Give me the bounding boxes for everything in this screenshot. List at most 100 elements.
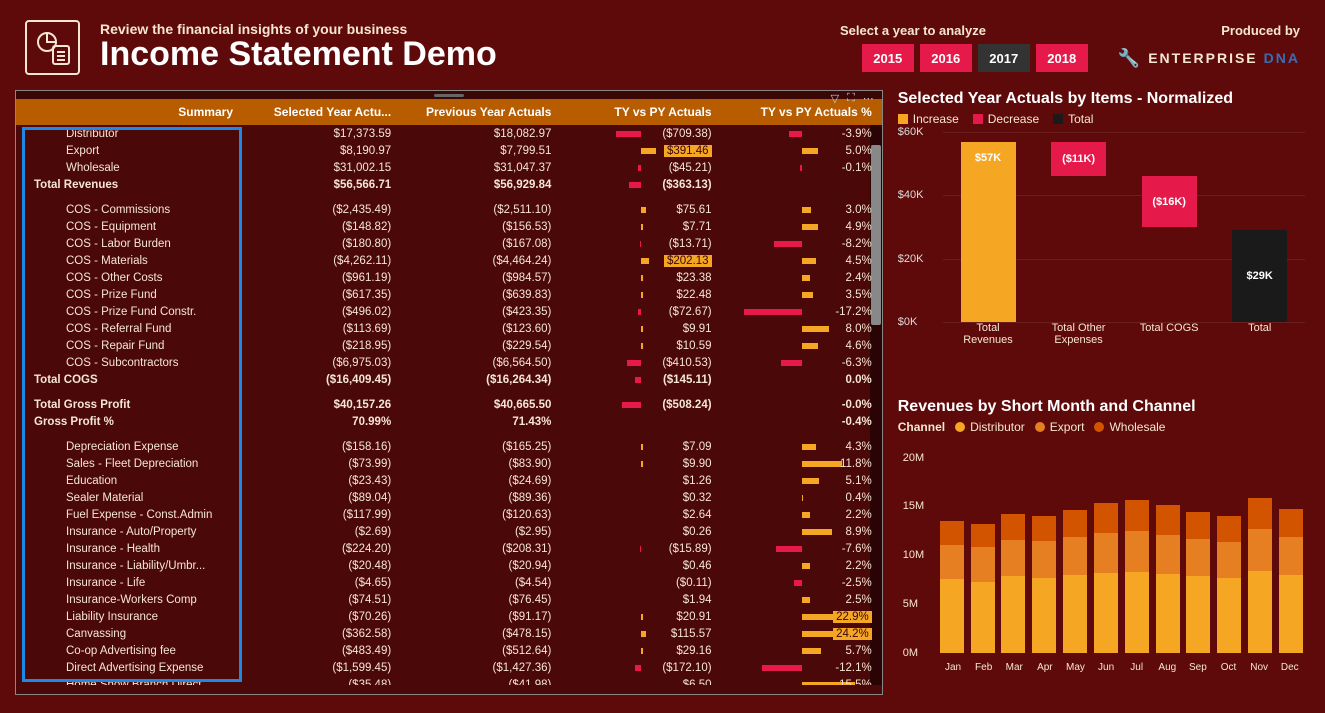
table-row[interactable]: Total Gross Profit$40,157.26$40,665.50($… xyxy=(16,396,882,413)
table-row[interactable]: COS - Referral Fund($113.69)($123.60)$9.… xyxy=(16,320,882,337)
th-py[interactable]: Previous Year Actuals xyxy=(401,105,561,119)
cell-pct: -8.2% xyxy=(722,238,882,250)
waterfall-chart[interactable]: $0K$20K$40K$60K$57K($11K)($16K)$29KTotal… xyxy=(898,132,1310,352)
cell-py: ($89.36) xyxy=(401,492,561,504)
cell-pct: 2.5% xyxy=(722,594,882,606)
table-row[interactable]: COS - Prize Fund Constr.($496.02)($423.3… xyxy=(16,303,882,320)
legend-item: Wholesale xyxy=(1094,420,1165,434)
table-row[interactable]: Distributor$17,373.59$18,082.97($709.38)… xyxy=(16,125,882,142)
cell-pct: 8.9% xyxy=(722,526,882,538)
table-row[interactable]: COS - Prize Fund($617.35)($639.83)$22.48… xyxy=(16,286,882,303)
wrench-icon: 🔧 xyxy=(1118,48,1142,69)
st-bar[interactable] xyxy=(1125,500,1149,652)
legend-item: Decrease xyxy=(973,112,1039,126)
brand: 🔧 ENTERPRISE DNA xyxy=(1118,48,1300,69)
cell-py: ($123.60) xyxy=(401,323,561,335)
wf-bar[interactable]: $29K xyxy=(1214,132,1305,322)
cell-pct: 3.0% xyxy=(722,204,882,216)
st-bar[interactable] xyxy=(1094,503,1118,652)
table-row[interactable]: Gross Profit %70.99%71.43%-0.4% xyxy=(16,413,882,430)
more-icon[interactable]: ⋯ xyxy=(863,92,874,105)
st-bar[interactable] xyxy=(1248,498,1272,653)
st-bar[interactable] xyxy=(1032,516,1056,652)
table-row[interactable]: COS - Repair Fund($218.95)($229.54)$10.5… xyxy=(16,337,882,354)
cell-sy: 70.99% xyxy=(241,416,401,428)
table-row[interactable]: Insurance - Life($4.65)($4.54)($0.11)-2.… xyxy=(16,574,882,591)
row-label: COS - Prize Fund xyxy=(16,289,241,301)
cell-sy: ($89.04) xyxy=(241,492,401,504)
filter-icon[interactable]: ▽ xyxy=(831,92,839,105)
stacked-chart[interactable]: 0M5M10M15M20MJanFebMarAprMayJunJulAugSep… xyxy=(898,438,1310,678)
stacked-legend: ChannelDistributorExportWholesale xyxy=(898,420,1310,434)
table-row[interactable]: Insurance-Workers Comp($74.51)($76.45)$1… xyxy=(16,591,882,608)
table-row[interactable]: Insurance - Liability/Umbr...($20.48)($2… xyxy=(16,557,882,574)
table-row[interactable]: Wholesale$31,002.15$31,047.37($45.21)-0.… xyxy=(16,159,882,176)
wf-ylabel: $0K xyxy=(898,316,918,328)
cell-pct: 4.5% xyxy=(722,255,882,267)
st-ylabel: 5M xyxy=(903,598,918,610)
cell-sy: $8,190.97 xyxy=(241,145,401,157)
table-row[interactable]: COS - Subcontractors($6,975.03)($6,564.5… xyxy=(16,354,882,371)
cell-py: $56,929.84 xyxy=(401,179,561,191)
cell-sy: ($218.95) xyxy=(241,340,401,352)
th-sy[interactable]: Selected Year Actu... xyxy=(241,105,401,119)
table-row[interactable]: Fuel Expense - Const.Admin($117.99)($120… xyxy=(16,506,882,523)
wf-bar[interactable]: ($11K) xyxy=(1033,132,1124,322)
table-row[interactable]: Sealer Material($89.04)($89.36)$0.320.4% xyxy=(16,489,882,506)
table-row[interactable]: Home Show Branch Direct...($35.48)($41.9… xyxy=(16,676,882,685)
st-bar[interactable] xyxy=(1001,514,1025,652)
focus-icon[interactable]: ⛶ xyxy=(847,92,855,105)
table-row[interactable]: Export$8,190.97$7,799.51$391.465.0% xyxy=(16,142,882,159)
st-bar[interactable] xyxy=(1217,516,1241,652)
wf-bar[interactable]: ($16K) xyxy=(1124,132,1215,322)
table-row[interactable]: Insurance - Auto/Property($2.69)($2.95)$… xyxy=(16,523,882,540)
cell-py: ($165.25) xyxy=(401,441,561,453)
st-xlabel: Feb xyxy=(968,662,999,673)
year-btn-2015[interactable]: 2015 xyxy=(862,44,914,72)
th-pct[interactable]: TY vs PY Actuals % xyxy=(722,105,882,119)
table-row[interactable]: Direct Advertising Expense($1,599.45)($1… xyxy=(16,659,882,676)
cell-sy: ($496.02) xyxy=(241,306,401,318)
year-btn-2018[interactable]: 2018 xyxy=(1036,44,1088,72)
cell-diff: $0.46 xyxy=(561,560,721,572)
table-row[interactable]: Co-op Advertising fee($483.49)($512.64)$… xyxy=(16,642,882,659)
table-row[interactable]: Total Revenues$56,566.71$56,929.84($363.… xyxy=(16,176,882,193)
st-bar[interactable] xyxy=(940,521,964,653)
st-bar[interactable] xyxy=(971,524,995,653)
table-row[interactable]: Education($23.43)($24.69)$1.265.1% xyxy=(16,472,882,489)
table-row[interactable]: Liability Insurance($70.26)($91.17)$20.9… xyxy=(16,608,882,625)
wf-bar[interactable]: $57K xyxy=(943,132,1034,322)
table-row[interactable]: Canvassing($362.58)($478.15)$115.5724.2% xyxy=(16,625,882,642)
st-bar[interactable] xyxy=(1063,510,1087,652)
row-label: Gross Profit % xyxy=(16,416,241,428)
st-bar[interactable] xyxy=(1156,505,1180,652)
st-ylabel: 10M xyxy=(903,549,924,561)
cell-diff: $7.09 xyxy=(561,441,721,453)
th-summary[interactable]: Summary xyxy=(16,105,241,119)
st-bar[interactable] xyxy=(1186,512,1210,652)
cell-py: $40,665.50 xyxy=(401,399,561,411)
year-btn-2016[interactable]: 2016 xyxy=(920,44,972,72)
table-row[interactable]: COS - Other Costs($961.19)($984.57)$23.3… xyxy=(16,269,882,286)
brand-name: ENTERPRISE xyxy=(1148,50,1257,66)
cell-py: 71.43% xyxy=(401,416,561,428)
brand-suffix: DNA xyxy=(1264,50,1300,66)
st-bar[interactable] xyxy=(1279,509,1303,652)
table-row[interactable]: Total COGS($16,409.45)($16,264.34)($145.… xyxy=(16,371,882,388)
table-row[interactable]: COS - Equipment($148.82)($156.53)$7.714.… xyxy=(16,218,882,235)
cell-pct: 4.9% xyxy=(722,221,882,233)
cell-pct: 5.0% xyxy=(722,145,882,157)
table-row[interactable]: COS - Materials($4,262.11)($4,464.24)$20… xyxy=(16,252,882,269)
table-row[interactable]: Depreciation Expense($158.16)($165.25)$7… xyxy=(16,438,882,455)
cell-py: $31,047.37 xyxy=(401,162,561,174)
cell-diff: $9.91 xyxy=(561,323,721,335)
cell-sy: ($4,262.11) xyxy=(241,255,401,267)
table-row[interactable]: Insurance - Health($224.20)($208.31)($15… xyxy=(16,540,882,557)
th-diff[interactable]: TY vs PY Actuals xyxy=(561,105,721,119)
table-row[interactable]: Sales - Fleet Depreciation($73.99)($83.9… xyxy=(16,455,882,472)
year-btn-2017[interactable]: 2017 xyxy=(978,44,1030,72)
panel-handle[interactable]: ▽ ⛶ ⋯ xyxy=(16,91,882,99)
table-row[interactable]: COS - Labor Burden($180.80)($167.08)($13… xyxy=(16,235,882,252)
cell-sy: ($73.99) xyxy=(241,458,401,470)
table-row[interactable]: COS - Commissions($2,435.49)($2,511.10)$… xyxy=(16,201,882,218)
